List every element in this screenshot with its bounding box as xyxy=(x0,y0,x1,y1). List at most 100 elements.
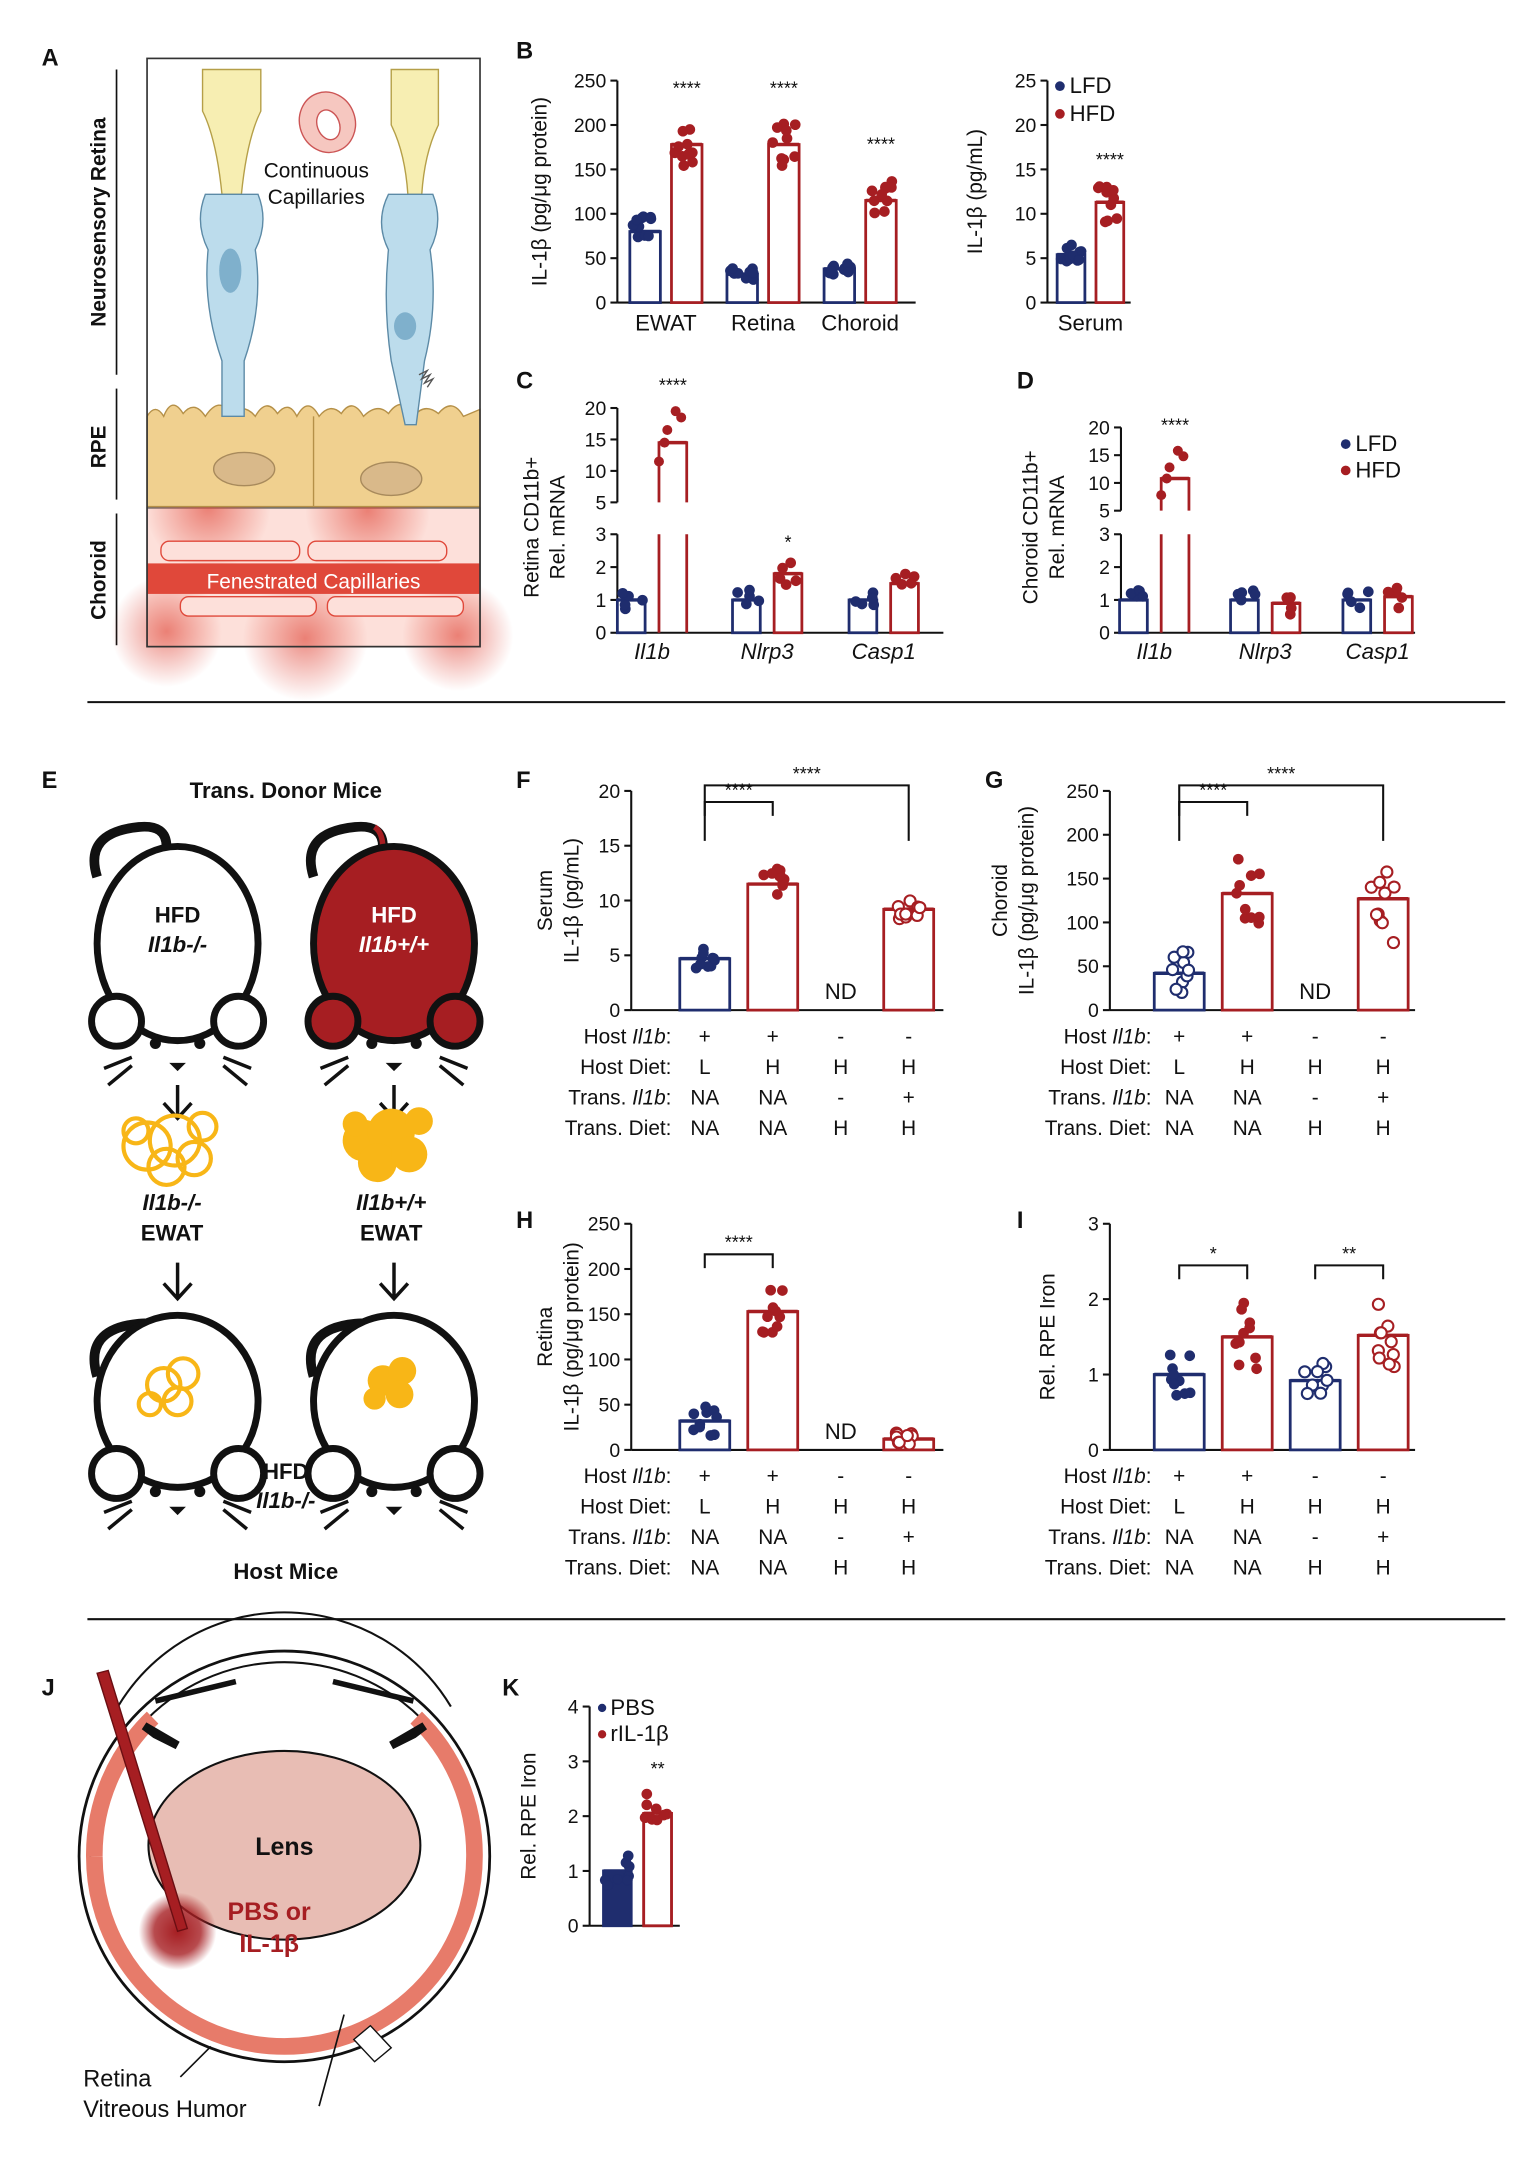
chart-d-hfd-bar xyxy=(1383,595,1414,635)
chart-b1-y-label: IL-1β (pg/μg protein) xyxy=(529,97,552,286)
chart-h-table-cell: NA xyxy=(758,1557,787,1580)
chart-i-table-cell: NA xyxy=(1233,1557,1262,1580)
host-diet: HFD xyxy=(263,1459,309,1484)
chart-h-table-cell: H xyxy=(833,1496,848,1519)
chart-c-hfd-point xyxy=(659,437,670,448)
chart-c-hfd-point xyxy=(777,562,788,574)
chart-f-y-tick-label: 0 xyxy=(609,1000,620,1022)
chart-c-y-tick-label: 15 xyxy=(585,429,607,451)
chart-g-group-point xyxy=(1231,887,1242,899)
chart-f-table-cell: H xyxy=(833,1117,848,1140)
chart-h-group-point xyxy=(694,1421,706,1433)
label-retina-eye: Retina xyxy=(83,2066,152,2092)
chart-i-y-tick-label: 2 xyxy=(1088,1289,1099,1311)
chart-d-lfd-point xyxy=(1345,596,1357,608)
chart-h-group-point xyxy=(711,1411,722,1423)
label-neurosensory-retina: Neurosensory Retina xyxy=(87,117,110,327)
chart-h-y-label: Retina xyxy=(534,1306,557,1367)
chart-h-group-point xyxy=(757,1326,768,1338)
chart-b1-lfd-point xyxy=(643,230,654,242)
chart-i-table-cell: - xyxy=(1380,1465,1387,1488)
chart-d-hfd-point xyxy=(1285,592,1296,603)
chart-f-group-bar xyxy=(882,907,936,1012)
chart-c-lfd-point xyxy=(637,594,648,606)
chart-b2-lfd-point xyxy=(1073,254,1085,266)
legend-d-lfd-dot xyxy=(1340,439,1351,449)
chart-b1-hfd-point xyxy=(776,160,788,171)
chart-f-group-point xyxy=(698,947,709,959)
panel-label-k: K xyxy=(502,1674,519,1700)
chart-h-group-point xyxy=(777,1285,788,1296)
chart-b1-y-tick-label: 0 xyxy=(595,293,606,315)
chart-h-group-point xyxy=(767,1302,779,1313)
donor1-diet: HFD xyxy=(155,903,201,928)
chart-h-y-tick-label: 100 xyxy=(588,1349,621,1371)
chart-k-y-tick-label: 1 xyxy=(568,1861,579,1883)
chart-b1-significance: **** xyxy=(770,79,798,99)
chart-f-group-point xyxy=(772,889,783,900)
panel-label-j: J xyxy=(42,1674,55,1700)
chart-i-table-cell: - xyxy=(1312,1526,1319,1549)
label-choroid: Choroid xyxy=(87,540,110,620)
chart-f-table-row-label-2: Host Diet: xyxy=(580,1056,671,1079)
chart-f-group-point xyxy=(899,907,913,921)
chart-b1-hfd-point xyxy=(780,125,792,136)
chart-g-group-point xyxy=(1176,945,1190,959)
chart-g-y-tick-label: 0 xyxy=(1088,1000,1099,1022)
chart-i-table-cell: - xyxy=(1312,1465,1319,1488)
chart-g-y-tick-label: 250 xyxy=(1066,781,1099,803)
chart-d-y-tick-label: 15 xyxy=(1088,445,1110,467)
chart-d-hfd-point xyxy=(1161,473,1172,484)
chart-f-group-point xyxy=(766,868,778,879)
chart-d-hfd-point xyxy=(1391,582,1403,594)
chart-i-y-label: Rel. RPE Iron xyxy=(1036,1273,1059,1400)
chart-c-y-tick-label: 1 xyxy=(595,590,606,612)
chart-i-group-bar xyxy=(1220,1335,1274,1452)
chart-i-group-point xyxy=(1164,1349,1176,1361)
chart-c-lfd-point xyxy=(850,596,862,607)
chart-g-group-point xyxy=(1169,982,1183,996)
chart-g-significance: **** xyxy=(1267,764,1295,784)
chart-c-significance: **** xyxy=(659,376,687,396)
chart-f-table-cell: - xyxy=(837,1086,844,1109)
chart-i-group-point xyxy=(1179,1388,1191,1399)
chart-d-hfd-point xyxy=(1164,462,1175,473)
chart-h-group-point xyxy=(771,1321,783,1332)
chart-f-significance: **** xyxy=(725,780,753,800)
chart-b1-hfd-point xyxy=(677,125,689,137)
chart-c-hfd-point xyxy=(905,577,917,589)
fat-wt xyxy=(342,1107,433,1183)
host-mouse-1 xyxy=(88,1311,268,1531)
chart-b1-lfd-point xyxy=(631,214,643,226)
chart-i-group-point xyxy=(1244,1322,1255,1334)
chart-i-table-cell: NA xyxy=(1233,1526,1262,1549)
chart-f-table-cell: H xyxy=(833,1056,848,1079)
chart-h-group-point xyxy=(892,1435,906,1449)
chart-f-y-label: IL-1β (pg/mL) xyxy=(561,838,584,963)
chart-g-table-cell: NA xyxy=(1233,1117,1262,1140)
donor2-diet: HFD xyxy=(371,903,417,928)
panel-label-e: E xyxy=(42,767,58,793)
chart-k-pbs-point xyxy=(621,1874,633,1886)
chart-f-y-tick-label: 15 xyxy=(599,836,621,858)
label-lens: Lens xyxy=(255,1833,313,1861)
chart-b2-y-tick-label: 5 xyxy=(1026,248,1037,270)
chart-i-group-point xyxy=(1251,1363,1262,1375)
chart-g-group-point xyxy=(1369,908,1384,922)
chart-f-significance: **** xyxy=(793,764,821,784)
chart-b1-category-label: Retina xyxy=(731,310,796,335)
chart-b1-hfd-point xyxy=(673,141,684,152)
chart-d-lfd-bar xyxy=(1118,598,1149,635)
chart-b2-y-tick-label: 15 xyxy=(1015,159,1037,181)
chart-b1-lfd-point xyxy=(747,267,759,279)
chart-d-y-tick-label: 0 xyxy=(1099,623,1110,645)
panel-label-b: B xyxy=(516,37,533,63)
chart-h-table-cell: L xyxy=(699,1496,711,1519)
chart-i-table-cell: H xyxy=(1308,1496,1323,1519)
chart-b1-y-tick-label: 100 xyxy=(574,204,607,226)
chart-h-table-cell: NA xyxy=(690,1557,719,1580)
chart-b1-hfd-point xyxy=(767,137,779,148)
chart-g-group-point xyxy=(1232,853,1244,865)
chart-i-table-cell: + xyxy=(1173,1465,1185,1488)
